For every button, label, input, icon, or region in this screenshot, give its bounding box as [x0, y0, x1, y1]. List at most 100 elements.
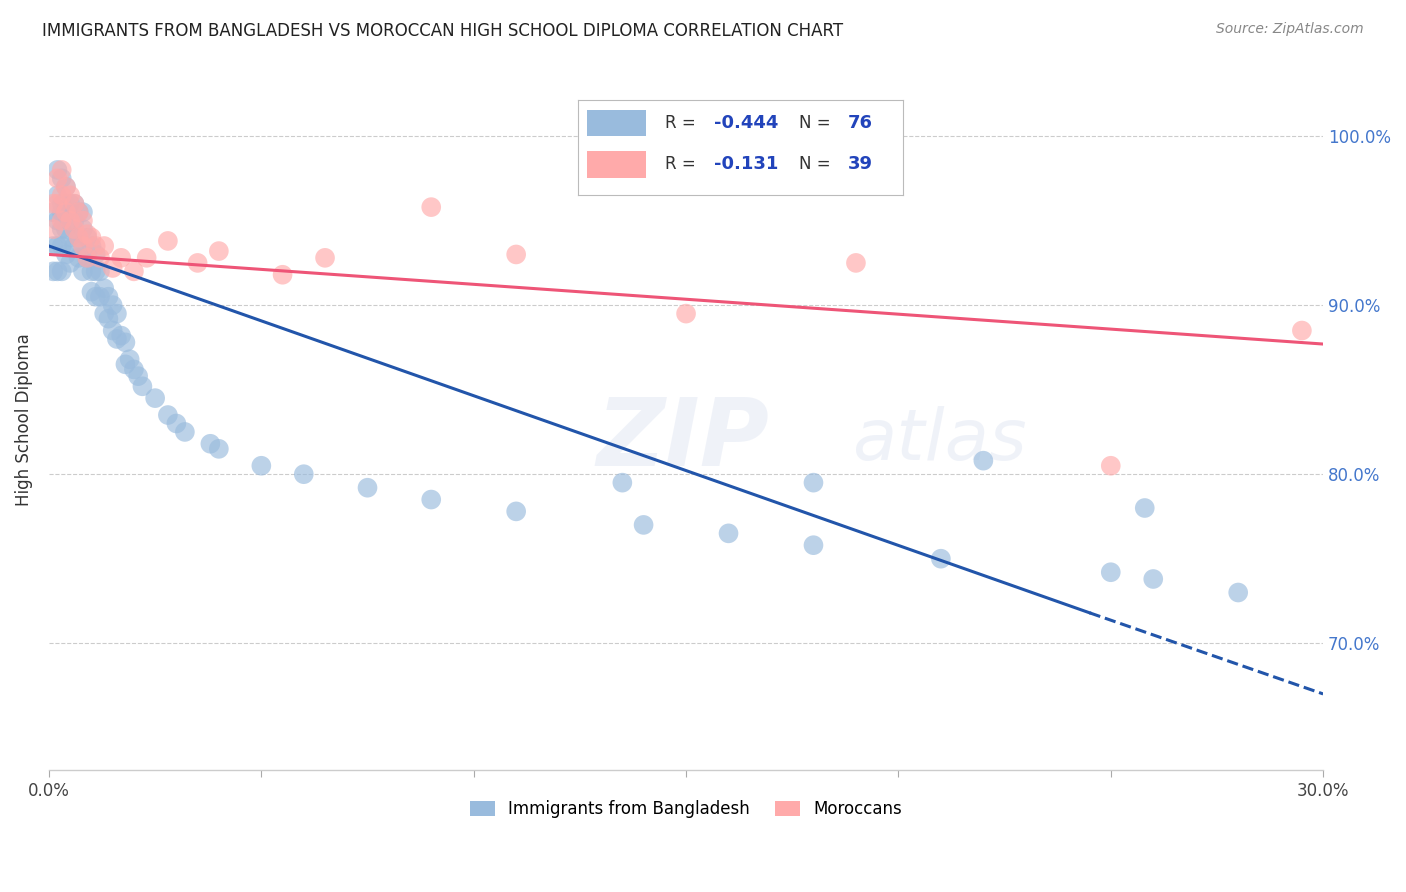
Point	[55, 222, 77, 236]
Point	[67, 205, 90, 219]
Point	[67, 230, 90, 244]
Point	[114, 357, 136, 371]
Point	[51, 205, 73, 219]
Point	[63, 213, 86, 227]
Point	[51, 188, 73, 202]
Point	[72, 205, 94, 219]
Point	[187, 256, 209, 270]
Point	[173, 425, 195, 439]
Text: Source: ZipAtlas.com: Source: ZipAtlas.com	[1216, 22, 1364, 37]
Point	[845, 256, 868, 270]
Point	[93, 307, 115, 321]
Point	[63, 196, 86, 211]
Point	[46, 264, 69, 278]
Point	[51, 213, 73, 227]
Point	[505, 504, 527, 518]
Legend: Immigrants from Bangladesh, Moroccans: Immigrants from Bangladesh, Moroccans	[464, 794, 908, 825]
Point	[67, 205, 90, 219]
Point	[101, 324, 124, 338]
Point	[165, 417, 187, 431]
Point	[42, 222, 65, 236]
Point	[76, 230, 98, 244]
Point	[42, 196, 65, 211]
Point	[143, 391, 166, 405]
Point	[93, 281, 115, 295]
Point	[67, 251, 90, 265]
Point	[76, 227, 98, 242]
Text: atlas: atlas	[852, 406, 1026, 475]
Point	[80, 264, 103, 278]
Point	[135, 251, 157, 265]
Point	[59, 230, 82, 244]
Point	[208, 442, 231, 456]
Point	[80, 285, 103, 299]
Point	[46, 163, 69, 178]
Point	[110, 251, 132, 265]
Point	[51, 163, 73, 178]
Point	[612, 475, 634, 490]
Point	[80, 239, 103, 253]
Point	[84, 247, 107, 261]
Point	[803, 538, 825, 552]
Point	[105, 307, 128, 321]
Point	[314, 251, 336, 265]
Text: ZIP: ZIP	[598, 394, 769, 486]
Point	[1099, 566, 1122, 580]
Point	[51, 264, 73, 278]
Point	[717, 526, 740, 541]
Point	[72, 264, 94, 278]
Point	[156, 408, 179, 422]
Point	[46, 239, 69, 253]
Point	[356, 481, 378, 495]
Point	[633, 517, 655, 532]
Point	[42, 239, 65, 253]
Point	[51, 239, 73, 253]
Point	[101, 260, 124, 275]
Point	[42, 264, 65, 278]
Point	[114, 335, 136, 350]
Point	[97, 311, 120, 326]
Point	[1227, 585, 1250, 599]
Point	[972, 453, 994, 467]
Point	[420, 492, 443, 507]
Point	[59, 213, 82, 227]
Point	[63, 196, 86, 211]
Point	[127, 369, 149, 384]
Point	[55, 247, 77, 261]
Point	[97, 290, 120, 304]
Point	[122, 264, 145, 278]
Point	[803, 475, 825, 490]
Point	[80, 230, 103, 244]
Point	[292, 467, 315, 482]
Point	[250, 458, 273, 473]
Point	[271, 268, 294, 282]
Point	[55, 205, 77, 219]
Point	[93, 239, 115, 253]
Point	[55, 179, 77, 194]
Point	[89, 264, 111, 278]
Point	[55, 179, 77, 194]
Point	[156, 234, 179, 248]
Point	[76, 251, 98, 265]
Point	[101, 298, 124, 312]
Point	[105, 332, 128, 346]
Point	[89, 251, 111, 265]
Point	[84, 290, 107, 304]
Point	[122, 362, 145, 376]
Point	[208, 244, 231, 258]
Point	[63, 222, 86, 236]
Y-axis label: High School Diploma: High School Diploma	[15, 333, 32, 506]
Point	[46, 188, 69, 202]
Point	[89, 290, 111, 304]
Point	[59, 256, 82, 270]
Point	[51, 222, 73, 236]
Point	[131, 379, 153, 393]
Point	[42, 205, 65, 219]
Point	[929, 551, 952, 566]
Point	[46, 196, 69, 211]
Point	[59, 196, 82, 211]
Point	[118, 352, 141, 367]
Point	[55, 205, 77, 219]
Point	[420, 200, 443, 214]
Point	[84, 239, 107, 253]
